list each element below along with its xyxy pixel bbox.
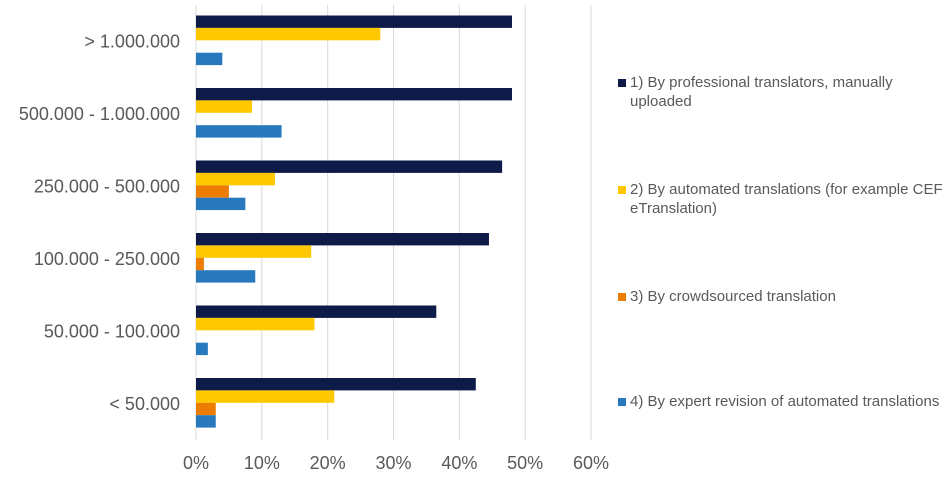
category-label: 100.000 - 250.000 — [34, 249, 180, 269]
legend-swatch-expert-revision — [618, 398, 626, 406]
bar — [196, 172, 275, 186]
x-axis-tick-labels: 0% 10% 20% 30% 40% 50% 60% — [183, 453, 609, 473]
category-label: 500.000 - 1.000.000 — [19, 104, 180, 124]
x-tick-label: 60% — [573, 453, 609, 473]
bars — [196, 15, 512, 428]
x-tick-label: 10% — [244, 453, 280, 473]
bar — [196, 402, 216, 416]
category-labels: > 1.000.000 500.000 - 1.000.000 250.000 - … — [19, 31, 180, 414]
bar — [196, 257, 204, 271]
bar — [196, 378, 476, 391]
bar — [196, 125, 282, 138]
legend-swatch-crowdsourced — [618, 293, 626, 301]
x-tick-label: 30% — [375, 453, 411, 473]
bar — [196, 390, 335, 403]
bar — [196, 245, 312, 258]
bar — [196, 160, 503, 173]
bar — [196, 305, 437, 318]
bar — [196, 317, 315, 331]
legend: 1) By professional translators, manually… — [618, 0, 949, 481]
x-tick-label: 20% — [310, 453, 346, 473]
category-label: < 50.000 — [109, 394, 180, 414]
legend-item-expert-revision: 4) By expert revision of automated trans… — [618, 392, 949, 411]
bar — [196, 185, 229, 198]
bar — [196, 197, 246, 211]
category-label: 50.000 - 100.000 — [44, 321, 180, 341]
legend-item-professional: 1) By professional translators, manually… — [618, 73, 949, 111]
legend-swatch-professional — [618, 79, 626, 87]
bar — [196, 100, 252, 113]
legend-label-crowdsourced: 3) By crowdsourced translation — [630, 288, 836, 305]
bar — [196, 342, 208, 356]
bar — [196, 15, 512, 28]
legend-item-automated: 2) By automated translations (for exampl… — [618, 180, 949, 218]
x-tick-label: 0% — [183, 453, 209, 473]
gridlines — [195, 5, 592, 440]
bar — [196, 88, 512, 101]
x-tick-label: 40% — [441, 453, 477, 473]
legend-swatch-automated — [618, 186, 626, 194]
x-tick-label: 50% — [507, 453, 543, 473]
bar — [196, 52, 223, 66]
legend-label-professional: 1) By professional translators, manually… — [630, 74, 893, 110]
legend-item-crowdsourced: 3) By crowdsourced translation — [618, 287, 949, 306]
category-label: > 1.000.000 — [84, 31, 180, 51]
bar — [196, 270, 256, 283]
bar — [196, 233, 489, 246]
legend-label-automated: 2) By automated translations (for exampl… — [630, 181, 943, 217]
category-label: 250.000 - 500.000 — [34, 176, 180, 196]
bar — [196, 27, 381, 41]
bar — [196, 415, 216, 428]
legend-label-expert-revision: 4) By expert revision of automated trans… — [630, 393, 940, 410]
